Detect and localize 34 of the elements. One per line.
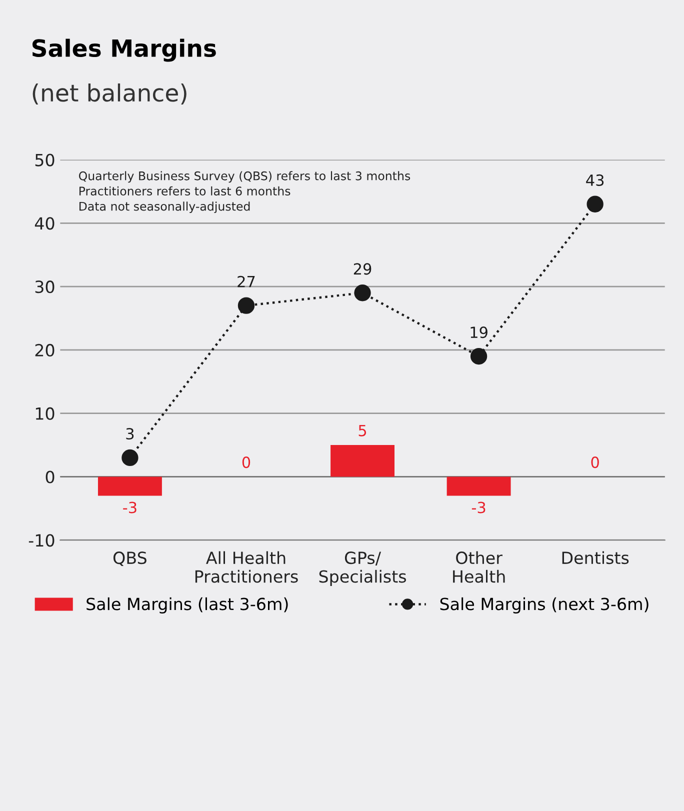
y-tick-label: -10 [28, 534, 54, 547]
point [470, 348, 488, 365]
legend-label: Sale Margins (last 3-6m) [86, 597, 288, 614]
data-label: 29 [354, 263, 372, 275]
x-tick-label: Other Health [453, 551, 505, 583]
y-tick-label: 50 [35, 154, 54, 166]
y-tick-label: 40 [34, 217, 54, 230]
annotation: Practitioners refers to last 6 months [79, 186, 290, 196]
data-label: 19 [470, 326, 488, 338]
x-tick-label: All Health Practitioners [195, 551, 298, 583]
y-tick-label: 10 [36, 407, 54, 420]
point [586, 196, 604, 212]
legend-label: Sale Margins (next 3-6m) [440, 597, 648, 614]
chart-title: Sales Margins [32, 38, 216, 62]
data-label: 43 [586, 174, 604, 186]
y-tick-label: 0 [46, 470, 54, 484]
point [354, 284, 371, 302]
data-label: -3 [472, 502, 486, 514]
data-label: 0 [242, 456, 250, 468]
x-tick-label: QBS [113, 552, 146, 566]
data-label: 5 [358, 425, 366, 436]
y-tick-label: 30 [35, 280, 54, 294]
x-tick-label: GPs/ Specialists [319, 552, 406, 586]
point [238, 297, 255, 314]
data-label: 3 [126, 428, 134, 440]
data-label: -3 [123, 502, 136, 514]
annotation: Data not seasonally-adjusted [79, 202, 250, 214]
annotation: Quarterly Business Survey (QBS) refers to last 3 months [78, 171, 410, 183]
point [122, 449, 138, 466]
data-label: 27 [238, 276, 255, 288]
y-tick-label: 20 [35, 344, 54, 357]
x-tick-label: Dentists [562, 551, 629, 564]
chart-subtitle: (net balance) [32, 83, 186, 105]
data-label: 0 [591, 456, 599, 468]
